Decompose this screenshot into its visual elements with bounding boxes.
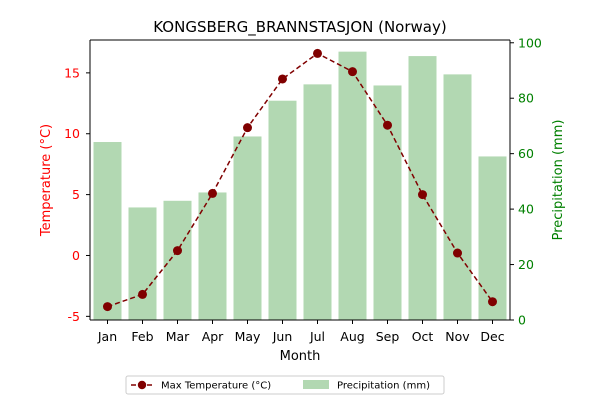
temperature-series-line: [107, 52, 494, 308]
temp-point-jul: [313, 48, 322, 58]
x-tick-label: Jun: [272, 329, 293, 344]
y-axis-left-label: Temperature (°C): [39, 124, 54, 237]
x-axis: Jan Feb Mar Apr May Jun Jul Aug Sep Oct Nov Dec: [97, 320, 505, 344]
precip-bar-jun: [268, 100, 297, 321]
precip-bar-oct: [408, 56, 437, 320]
x-axis-label: Month: [280, 349, 321, 364]
temp-point-apr: [208, 188, 217, 198]
temperature-line: [103, 48, 497, 312]
axes-frame: [89, 39, 511, 321]
precip-bar-aug: [338, 51, 367, 321]
temp-point-dec: [488, 297, 497, 307]
precip-bar-dec: [478, 156, 507, 320]
y-axis-right-label: Precipitation (mm): [551, 120, 566, 241]
legend-temperature-label: Max Temperature (°C): [161, 381, 271, 392]
x-tick-label: Jan: [97, 329, 117, 344]
x-tick-label: Oct: [412, 329, 434, 344]
temp-point-sep: [383, 120, 392, 130]
x-tick-label: Sep: [376, 329, 400, 344]
legend-box: [125, 375, 445, 395]
precip-bar-jan: [93, 142, 122, 320]
y-left-tick-label: -5: [68, 309, 80, 324]
legend-precipitation-swatch: [303, 380, 329, 389]
x-tick-label: Aug: [340, 329, 364, 344]
temp-point-mar: [173, 246, 182, 256]
precip-bar-may: [233, 136, 262, 320]
temp-point-aug: [348, 67, 357, 77]
y-right-tick-label: 20: [518, 257, 534, 272]
precip-bar-mar: [163, 200, 192, 320]
legend: Max Temperature (°C) Precipitation (mm): [125, 375, 445, 395]
y-axis-right: 0 20 40 60 80 100: [510, 35, 542, 328]
x-tick-label: May: [235, 329, 261, 344]
temp-point-jan: [103, 302, 112, 312]
x-tick-label: Mar: [166, 329, 190, 344]
legend-temperature-swatch-marker: [137, 380, 147, 390]
x-tick-label: Apr: [202, 329, 224, 344]
temp-point-oct: [418, 190, 427, 200]
precipitation-bars: [93, 51, 507, 321]
temp-point-jun: [278, 74, 287, 84]
temp-point-may: [243, 123, 252, 133]
precip-bar-sep: [373, 85, 402, 320]
y-right-tick-label: 100: [518, 35, 542, 50]
y-left-tick-label: 15: [64, 65, 80, 80]
temp-point-nov: [453, 248, 462, 258]
y-right-tick-label: 80: [518, 91, 534, 106]
precip-bar-apr: [198, 192, 227, 320]
y-left-tick-label: 5: [72, 187, 80, 202]
y-left-tick-label: 0: [72, 248, 80, 263]
y-axis-left: -5 0 5 10 15: [64, 65, 90, 324]
x-tick-label: Jul: [309, 329, 325, 344]
temp-point-feb: [138, 289, 147, 299]
precip-bar-jul: [303, 84, 332, 320]
precip-bar-feb: [128, 207, 157, 320]
chart-title: KONGSBERG_BRANNSTASJON (Norway): [153, 18, 446, 37]
x-tick-label: Nov: [445, 329, 470, 344]
x-tick-label: Feb: [131, 329, 153, 344]
y-right-tick-label: 0: [518, 313, 526, 328]
y-left-tick-label: 10: [64, 126, 80, 141]
y-right-tick-label: 40: [518, 202, 534, 217]
legend-precipitation-label: Precipitation (mm): [337, 381, 430, 392]
y-right-tick-label: 60: [518, 146, 534, 161]
precip-bar-nov: [443, 74, 472, 320]
x-tick-label: Dec: [480, 329, 504, 344]
